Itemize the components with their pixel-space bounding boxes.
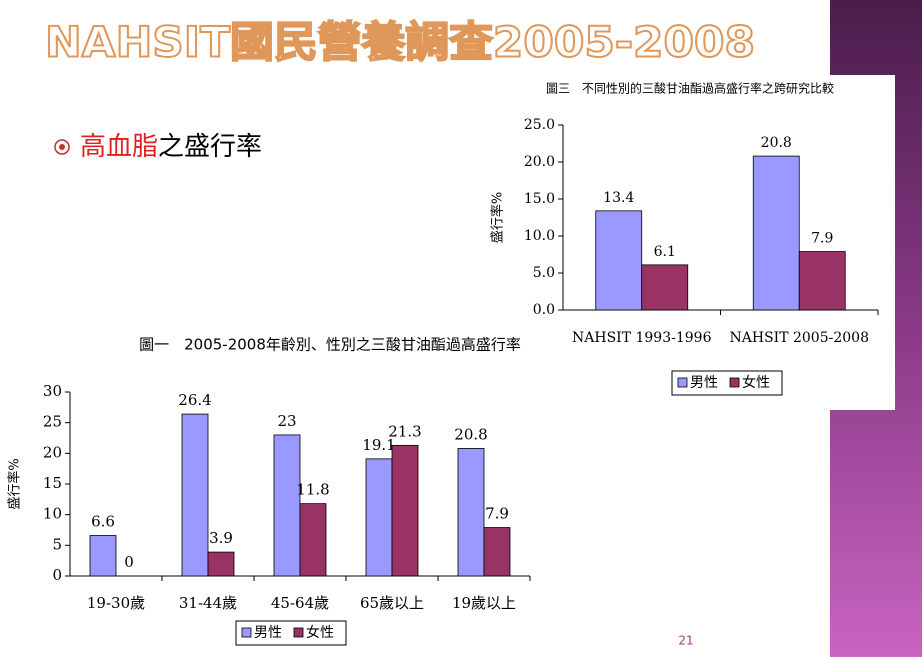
data-label: 7.9 [485, 505, 509, 523]
y-axis-label: 盛行率% [490, 192, 506, 243]
legend-swatch [293, 627, 304, 638]
legend-box [671, 370, 783, 396]
y-tick-label: 25.0 [524, 117, 555, 133]
y-tick-label: 0 [52, 566, 62, 584]
chart-panel [510, 75, 895, 410]
chart-title: 圖一 2005-2008年齡別、性別之三酸甘油酯過高盛行率 [139, 336, 521, 354]
data-label: 13.4 [603, 190, 634, 206]
bullet-text: 高血脂之盛行率 [80, 132, 262, 162]
y-tick-label: 10.0 [524, 228, 555, 244]
bar [483, 527, 511, 577]
data-label: 0 [124, 553, 134, 571]
data-label: 21.3 [388, 422, 421, 440]
bullet-icon [54, 139, 70, 155]
slide-title: NAHSIT國民營養調查2005-2008 [45, 18, 755, 67]
y-tick-label: 20.0 [524, 154, 555, 170]
bullet-highlight: 高血脂 [80, 132, 158, 162]
bullet-icon [59, 144, 65, 150]
chart-title: 圖三 不同性別的三酸甘油酯過高盛行率之跨研究比較 [546, 81, 834, 96]
bar [752, 155, 800, 311]
x-tick-label: 31-44歲 [179, 594, 237, 612]
y-tick-label: 25 [43, 413, 62, 431]
y-tick-label: 20 [43, 443, 62, 461]
bar [798, 251, 846, 311]
page-number: 21 [678, 634, 693, 648]
data-label: 3.9 [209, 529, 233, 547]
x-tick-label: 19歲以上 [452, 594, 516, 612]
y-tick-label: 30 [43, 382, 62, 400]
y-tick-label: 10 [43, 505, 62, 523]
y-tick-label: 5.0 [533, 265, 555, 281]
x-tick-label: 45-64歲 [271, 594, 329, 612]
x-tick-label: NAHSIT 1993-1996 [572, 330, 712, 346]
legend-swatch [241, 627, 252, 638]
x-tick-label: NAHSIT 2005-2008 [730, 330, 869, 346]
y-tick-label: 15.0 [524, 191, 555, 207]
bar [641, 264, 689, 311]
y-tick-label: 0.0 [533, 302, 555, 318]
y-tick-label: 5 [52, 535, 62, 553]
legend-swatch [677, 377, 688, 388]
data-label: 7.9 [811, 231, 833, 247]
bar [89, 535, 117, 577]
legend-label: 男性 [690, 375, 718, 391]
x-tick-label: 19-30歲 [87, 594, 145, 612]
y-tick-label: 15 [43, 474, 62, 492]
bar [299, 503, 327, 577]
bar [595, 210, 643, 311]
data-label: 6.6 [91, 513, 115, 531]
bar [207, 551, 235, 577]
legend-label: 女性 [306, 624, 334, 641]
legend-label: 女性 [742, 374, 770, 391]
data-label: 20.8 [454, 425, 487, 443]
bar [457, 448, 485, 577]
y-axis-label: 盛行率% [7, 458, 23, 509]
bar [273, 434, 301, 577]
data-label: 23 [277, 412, 296, 430]
bar [181, 413, 209, 577]
bullet-rest: 之盛行率 [158, 132, 262, 162]
bar [391, 444, 419, 577]
legend-label: 男性 [254, 625, 282, 641]
legend-swatch [729, 377, 740, 388]
bar [365, 458, 393, 577]
data-label: 11.8 [296, 481, 329, 499]
legend-box [235, 620, 347, 646]
data-label: 6.1 [654, 244, 676, 260]
data-label: 20.8 [761, 135, 792, 151]
x-tick-label: 65歲以上 [360, 594, 424, 612]
data-label: 19.1 [362, 436, 395, 454]
data-label: 26.4 [178, 391, 211, 409]
